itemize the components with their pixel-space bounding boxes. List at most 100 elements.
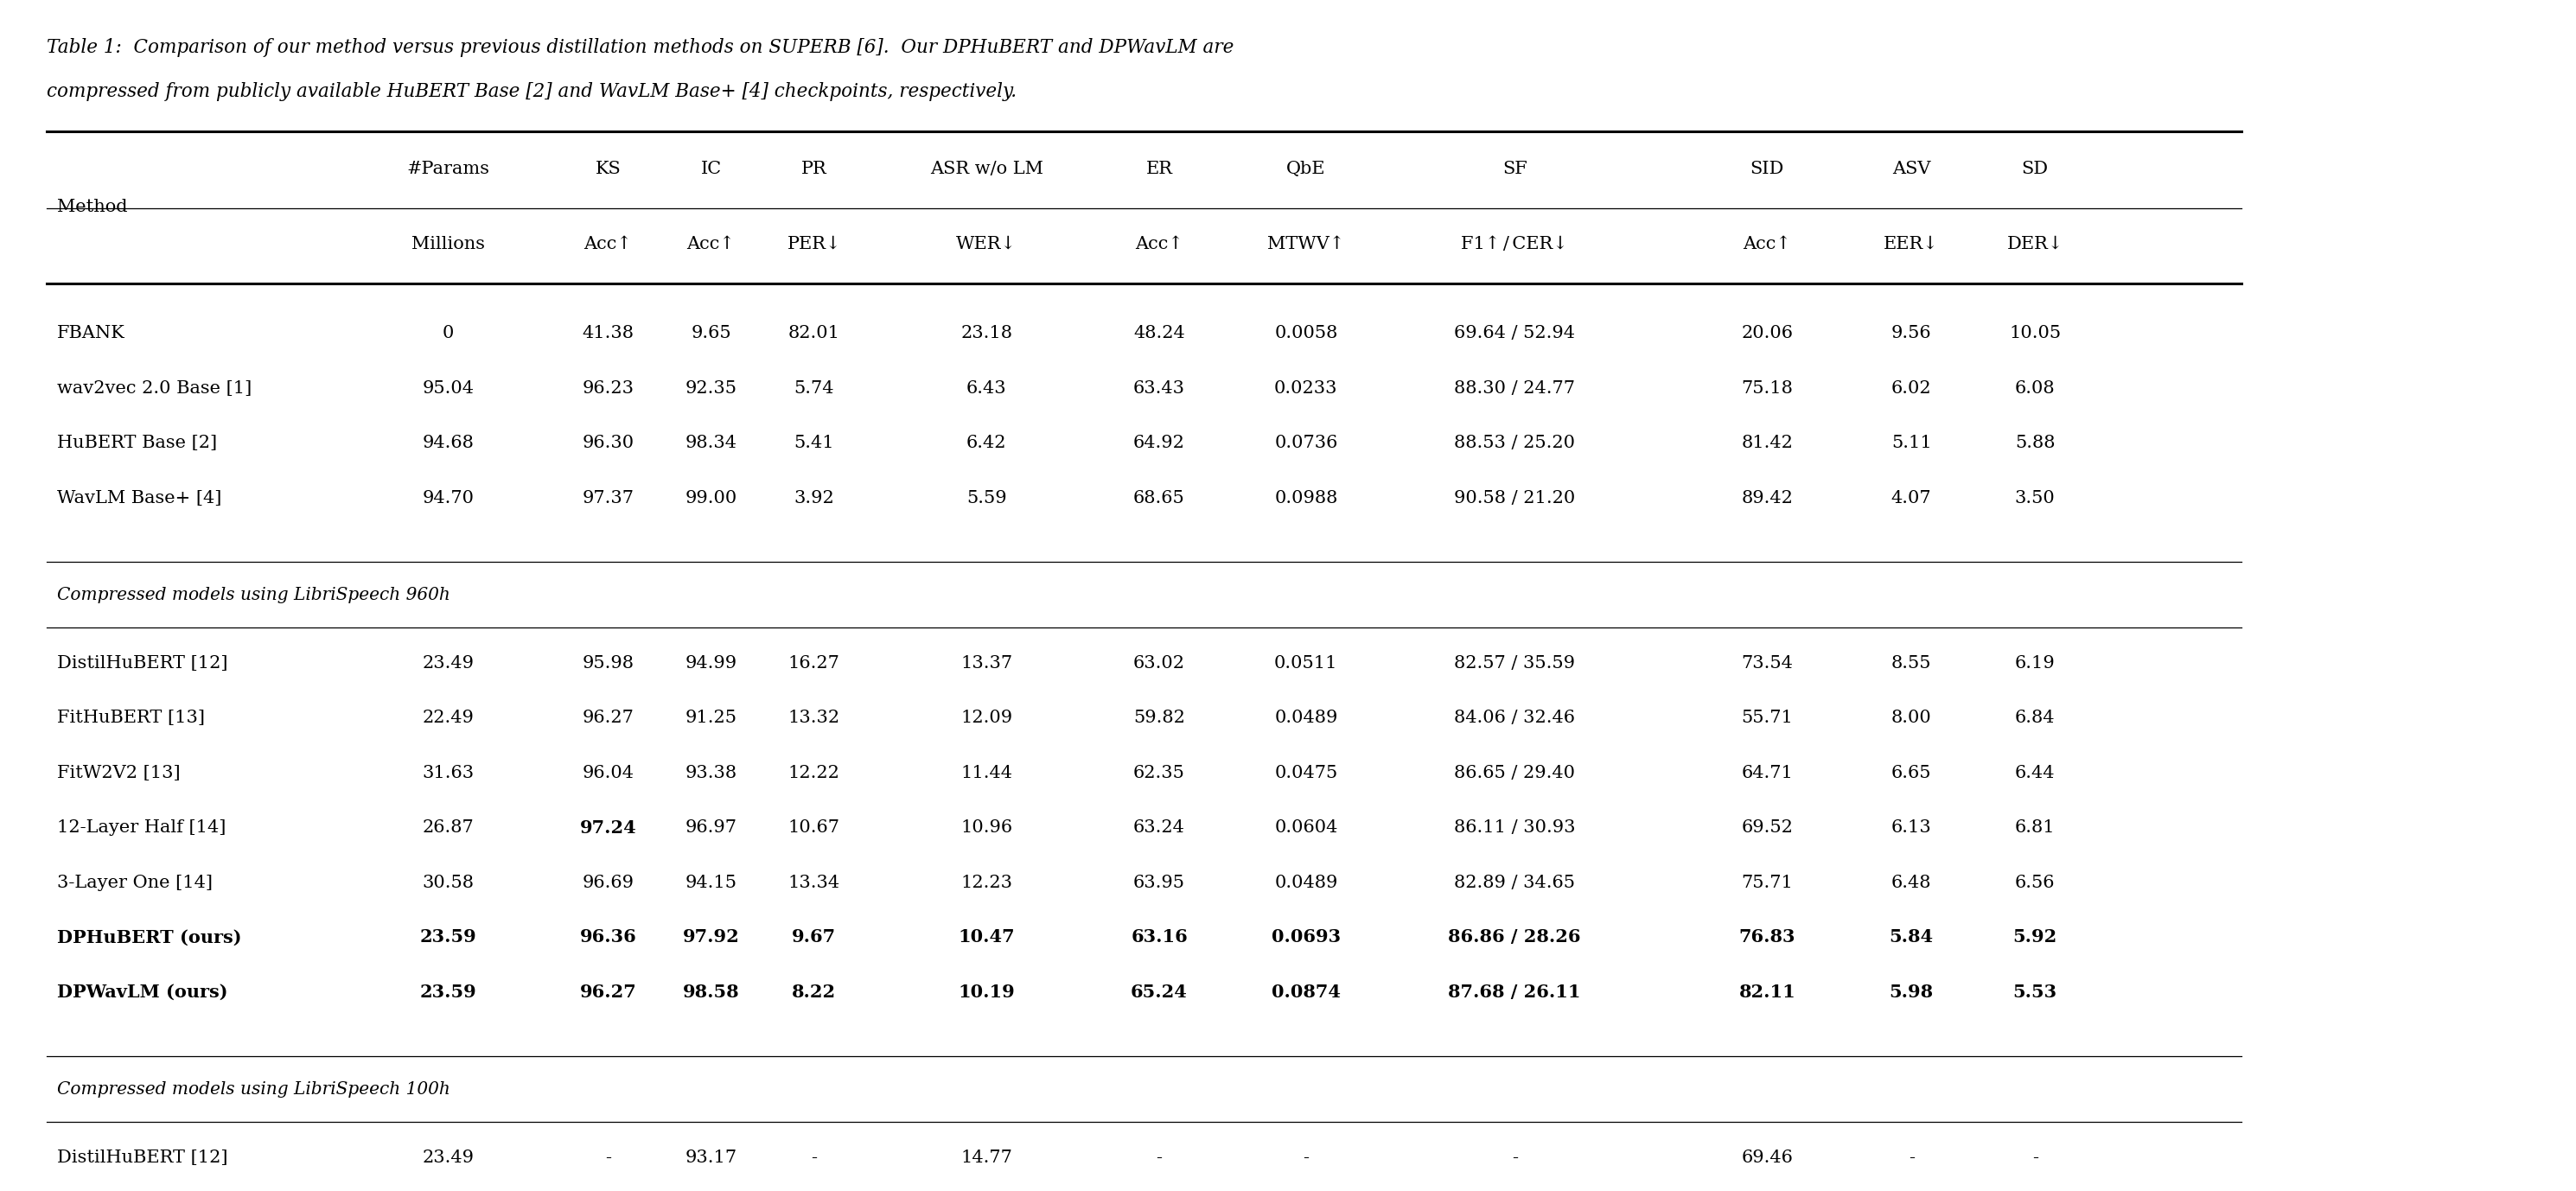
- Text: 10.47: 10.47: [958, 929, 1015, 946]
- Text: 75.18: 75.18: [1741, 380, 1793, 397]
- Text: 97.37: 97.37: [582, 490, 634, 506]
- Text: 41.38: 41.38: [582, 325, 634, 342]
- Text: 6.65: 6.65: [1891, 765, 1932, 781]
- Text: EER↓: EER↓: [1883, 236, 1940, 252]
- Text: 10.19: 10.19: [958, 984, 1015, 1000]
- Text: 30.58: 30.58: [422, 874, 474, 891]
- Text: HuBERT Base [2]: HuBERT Base [2]: [57, 435, 216, 451]
- Text: 82.89 / 34.65: 82.89 / 34.65: [1455, 874, 1574, 891]
- Text: KS: KS: [595, 161, 621, 177]
- Text: 3-Layer One [14]: 3-Layer One [14]: [57, 874, 211, 891]
- Text: 55.71: 55.71: [1741, 710, 1793, 727]
- Text: 97.24: 97.24: [580, 819, 636, 836]
- Text: 96.30: 96.30: [582, 435, 634, 451]
- Text: 12.23: 12.23: [961, 874, 1012, 891]
- Text: Acc↑: Acc↑: [688, 236, 734, 252]
- Text: 87.68 / 26.11: 87.68 / 26.11: [1448, 984, 1582, 1000]
- Text: 65.24: 65.24: [1131, 984, 1188, 1000]
- Text: 0: 0: [443, 325, 453, 342]
- Text: 59.82: 59.82: [1133, 710, 1185, 727]
- Text: ASR w/o LM: ASR w/o LM: [930, 161, 1043, 177]
- Text: 6.42: 6.42: [966, 435, 1007, 451]
- Text: F1↑ / CER↓: F1↑ / CER↓: [1461, 236, 1569, 252]
- Text: 63.95: 63.95: [1133, 874, 1185, 891]
- Text: 6.08: 6.08: [2014, 380, 2056, 397]
- Text: SF: SF: [1502, 161, 1528, 177]
- Text: DPHuBERT (ours): DPHuBERT (ours): [57, 929, 242, 946]
- Text: 84.06 / 32.46: 84.06 / 32.46: [1455, 710, 1574, 727]
- Text: 0.0058: 0.0058: [1275, 325, 1337, 342]
- Text: IC: IC: [701, 161, 721, 177]
- Text: -: -: [1909, 1149, 1914, 1166]
- Text: 5.84: 5.84: [1888, 929, 1935, 946]
- Text: 22.49: 22.49: [422, 710, 474, 727]
- Text: 13.34: 13.34: [788, 874, 840, 891]
- Text: 94.15: 94.15: [685, 874, 737, 891]
- Text: 89.42: 89.42: [1741, 490, 1793, 506]
- Text: 96.27: 96.27: [580, 984, 636, 1000]
- Text: 5.59: 5.59: [966, 490, 1007, 506]
- Text: 8.00: 8.00: [1891, 710, 1932, 727]
- Text: 69.52: 69.52: [1741, 819, 1793, 836]
- Text: Compressed models using LibriSpeech 100h: Compressed models using LibriSpeech 100h: [57, 1081, 451, 1098]
- Text: 26.87: 26.87: [422, 819, 474, 836]
- Text: 94.99: 94.99: [685, 655, 737, 672]
- Text: 23.18: 23.18: [961, 325, 1012, 342]
- Text: -: -: [811, 1149, 817, 1166]
- Text: 8.55: 8.55: [1891, 655, 1932, 672]
- Text: -: -: [2032, 1149, 2038, 1166]
- Text: 9.67: 9.67: [791, 929, 837, 946]
- Text: 96.36: 96.36: [580, 929, 636, 946]
- Text: 6.56: 6.56: [2014, 874, 2056, 891]
- Text: 5.98: 5.98: [1888, 984, 1935, 1000]
- Text: 3.50: 3.50: [2014, 490, 2056, 506]
- Text: 96.04: 96.04: [582, 765, 634, 781]
- Text: 0.0475: 0.0475: [1275, 765, 1337, 781]
- Text: 88.30 / 24.77: 88.30 / 24.77: [1455, 380, 1574, 397]
- Text: 0.0604: 0.0604: [1275, 819, 1337, 836]
- Text: 12-Layer Half [14]: 12-Layer Half [14]: [57, 819, 227, 836]
- Text: 6.48: 6.48: [1891, 874, 1932, 891]
- Text: 20.06: 20.06: [1741, 325, 1793, 342]
- Text: compressed from publicly available HuBERT Base [2] and WavLM Base+ [4] checkpoin: compressed from publicly available HuBER…: [46, 82, 1018, 101]
- Text: 4.07: 4.07: [1891, 490, 1932, 506]
- Text: 0.0736: 0.0736: [1275, 435, 1337, 451]
- Text: -: -: [1303, 1149, 1309, 1166]
- Text: 98.34: 98.34: [685, 435, 737, 451]
- Text: PER↓: PER↓: [788, 236, 840, 252]
- Text: 5.92: 5.92: [2012, 929, 2058, 946]
- Text: Compressed models using LibriSpeech 960h: Compressed models using LibriSpeech 960h: [57, 587, 451, 604]
- Text: 62.35: 62.35: [1133, 765, 1185, 781]
- Text: 0.0988: 0.0988: [1275, 490, 1337, 506]
- Text: 6.43: 6.43: [966, 380, 1007, 397]
- Text: 86.11 / 30.93: 86.11 / 30.93: [1453, 819, 1577, 836]
- Text: 10.05: 10.05: [2009, 325, 2061, 342]
- Text: 3.92: 3.92: [793, 490, 835, 506]
- Text: 31.63: 31.63: [422, 765, 474, 781]
- Text: 76.83: 76.83: [1739, 929, 1795, 946]
- Text: 16.27: 16.27: [788, 655, 840, 672]
- Text: 5.11: 5.11: [1891, 435, 1932, 451]
- Text: 48.24: 48.24: [1133, 325, 1185, 342]
- Text: ASV: ASV: [1893, 161, 1929, 177]
- Text: FitHuBERT [13]: FitHuBERT [13]: [57, 710, 204, 727]
- Text: 8.22: 8.22: [791, 984, 837, 1000]
- Text: -: -: [1157, 1149, 1162, 1166]
- Text: DistilHuBERT [12]: DistilHuBERT [12]: [57, 1149, 227, 1166]
- Text: 81.42: 81.42: [1741, 435, 1793, 451]
- Text: 0.0511: 0.0511: [1275, 655, 1337, 672]
- Text: DistilHuBERT [12]: DistilHuBERT [12]: [57, 655, 227, 672]
- Text: Table 1:  Comparison of our method versus previous distillation methods on SUPER: Table 1: Comparison of our method versus…: [46, 38, 1234, 57]
- Text: 5.53: 5.53: [2012, 984, 2058, 1000]
- Text: 6.13: 6.13: [1891, 819, 1932, 836]
- Text: 9.56: 9.56: [1891, 325, 1932, 342]
- Text: 95.98: 95.98: [582, 655, 634, 672]
- Text: 0.0489: 0.0489: [1275, 874, 1337, 891]
- Text: 0.0489: 0.0489: [1275, 710, 1337, 727]
- Text: Acc↑: Acc↑: [1136, 236, 1182, 252]
- Text: 12.22: 12.22: [788, 765, 840, 781]
- Text: WER↓: WER↓: [956, 236, 1018, 252]
- Text: 63.02: 63.02: [1133, 655, 1185, 672]
- Text: 99.00: 99.00: [685, 490, 737, 506]
- Text: 64.71: 64.71: [1741, 765, 1793, 781]
